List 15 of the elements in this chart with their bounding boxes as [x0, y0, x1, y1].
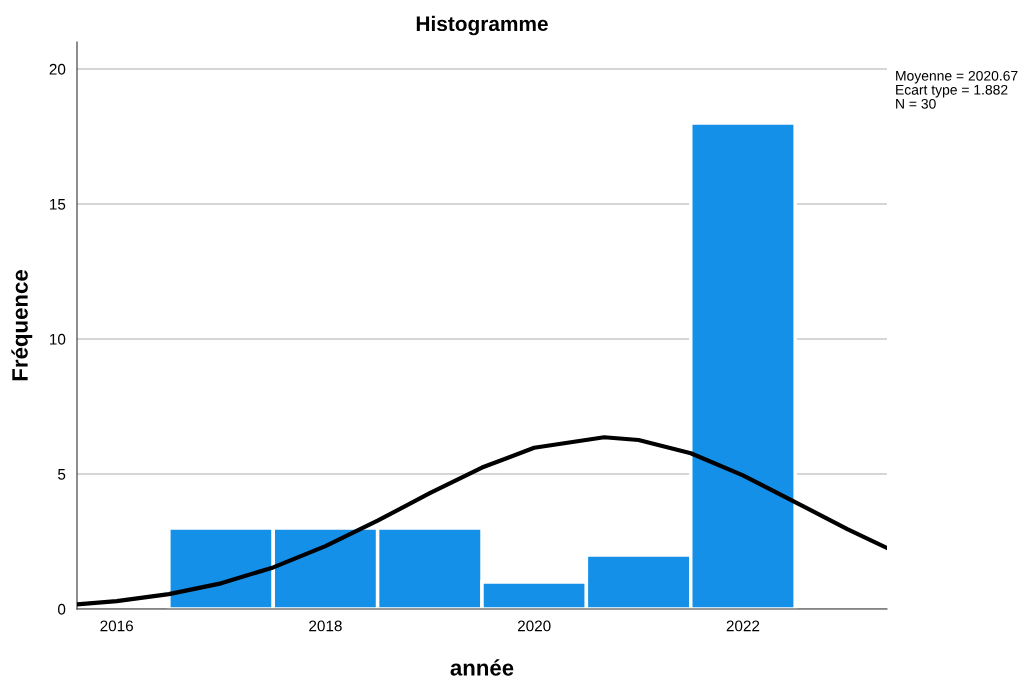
y-axis-title: Fréquence — [11, 270, 33, 381]
y-tick-label: 15 — [50, 199, 66, 210]
y-tick-label: 10 — [50, 333, 66, 345]
x-tick-label: 2022 — [726, 620, 760, 632]
y-tick-label: 5 — [58, 469, 66, 480]
text: Moyenne = 2020.67 — [896, 70, 1018, 84]
x-axis-title: année — [450, 659, 514, 676]
text: Ecart type = 1.882 — [896, 84, 1008, 98]
x-tick-label: 2018 — [309, 620, 342, 632]
y-tick-label: 20 — [49, 63, 66, 75]
chart-title: Histogramme — [416, 15, 548, 36]
text: N = 30 — [896, 98, 936, 109]
x-tick-label: 2020 — [517, 620, 551, 632]
y-tick-label: 0 — [57, 603, 66, 615]
x-tick-label: 2016 — [100, 620, 133, 632]
